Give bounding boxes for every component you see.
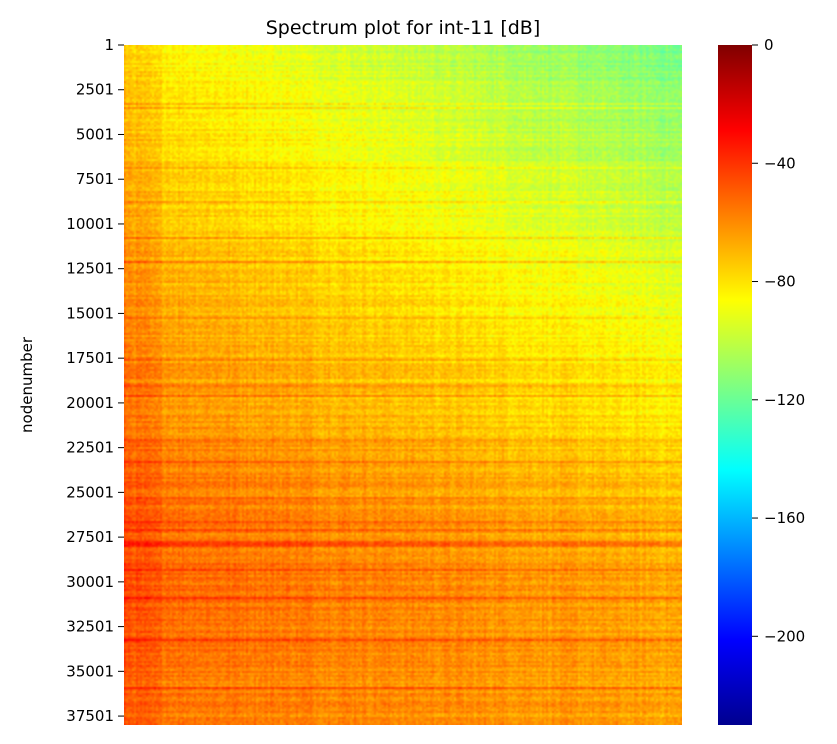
y-tick-label: 7501: [76, 170, 114, 188]
y-tick-label: 37501: [66, 707, 114, 725]
y-tick-label: 20001: [66, 394, 114, 412]
y-tick-label: 27501: [66, 528, 114, 546]
y-tick-label: 22501: [66, 439, 114, 457]
y-tick-label: 10001: [66, 215, 114, 233]
heatmap-area: [124, 45, 682, 725]
y-tick-label: 2501: [76, 81, 114, 99]
y-axis-label: nodenumber: [18, 336, 36, 433]
heatmap-image: [124, 45, 682, 725]
colorbar-tick-label: −40: [764, 154, 796, 172]
colorbar-tick-label: 0: [764, 36, 774, 54]
y-tick-label: 30001: [66, 573, 114, 591]
colorbar-gradient: [718, 45, 752, 725]
colorbar-tick-label: −200: [764, 627, 805, 645]
colorbar-tick-label: −160: [764, 509, 805, 527]
y-tick-label: 5001: [76, 125, 114, 143]
y-tick-label: 1: [104, 36, 114, 54]
y-axis: 1250150017501100011250115001175012000122…: [66, 36, 124, 725]
colorbar-tick-label: −120: [764, 391, 805, 409]
y-tick-label: 15001: [66, 304, 114, 322]
colorbar-axis: 0 −40 −80 −120 −160 −200: [752, 36, 805, 645]
y-tick-label: 17501: [66, 349, 114, 367]
colorbar-tick-label: −80: [764, 273, 796, 291]
chart-title: Spectrum plot for int-11 [dB]: [266, 17, 541, 39]
y-tick-label: 25001: [66, 483, 114, 501]
y-tick-label: 35001: [66, 662, 114, 680]
y-tick-label: 32501: [66, 618, 114, 636]
y-tick-label: 12501: [66, 260, 114, 278]
colorbar: [718, 45, 752, 725]
